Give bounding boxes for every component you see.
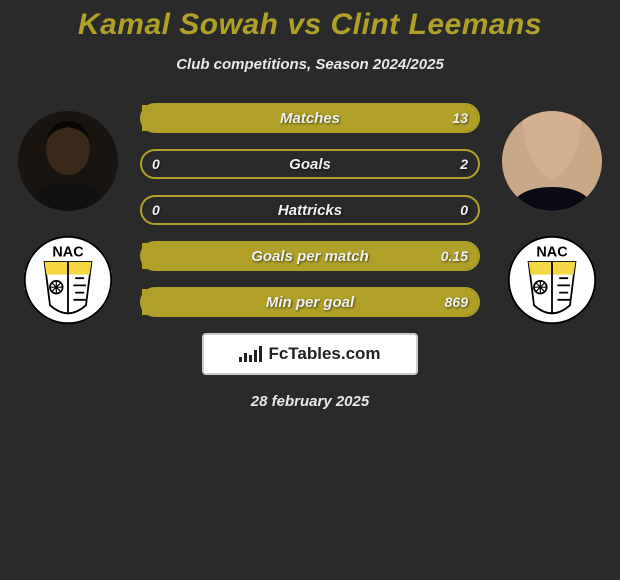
stat-label: Matches (280, 110, 340, 127)
player-right-avatar (502, 111, 602, 211)
stat-label: Min per goal (266, 294, 354, 311)
svg-text:NAC: NAC (536, 245, 567, 261)
stat-label: Goals (289, 156, 331, 173)
player-left-avatar (18, 111, 118, 211)
comparison-panel: NAC NAC Matches 13 0 Goals 2 0 Hattricks 0 Goals… (0, 103, 620, 410)
club-badge-left: NAC (23, 235, 113, 325)
page-title: Kamal Sowah vs Clint Leemans (0, 8, 620, 42)
stat-label: Goals per match (251, 248, 369, 265)
stats-list: Matches 13 0 Goals 2 0 Hattricks 0 Goals per mat… (140, 103, 480, 317)
stat-value-left: 0 (152, 202, 160, 218)
stat-row: Matches 13 (140, 103, 480, 133)
stat-row: Goals per match 0.15 (140, 241, 480, 271)
stat-value-right: 13 (452, 110, 468, 126)
watermark-text: FcTables.com (268, 344, 380, 364)
stat-value-right: 0 (460, 202, 468, 218)
svg-text:NAC: NAC (52, 245, 83, 261)
stat-value-right: 0.15 (441, 248, 468, 264)
snapshot-date: 28 february 2025 (0, 393, 620, 410)
stat-value-right: 869 (445, 294, 468, 310)
page-subtitle: Club competitions, Season 2024/2025 (0, 56, 620, 73)
stat-row: 0 Goals 2 (140, 149, 480, 179)
club-badge-right: NAC (507, 235, 597, 325)
stat-row: 0 Hattricks 0 (140, 195, 480, 225)
stat-value-left: 0 (152, 156, 160, 172)
chart-icon (239, 346, 262, 362)
stat-value-right: 2 (460, 156, 468, 172)
watermark: FcTables.com (202, 333, 418, 375)
stat-row: Min per goal 869 (140, 287, 480, 317)
stat-label: Hattricks (278, 202, 342, 219)
